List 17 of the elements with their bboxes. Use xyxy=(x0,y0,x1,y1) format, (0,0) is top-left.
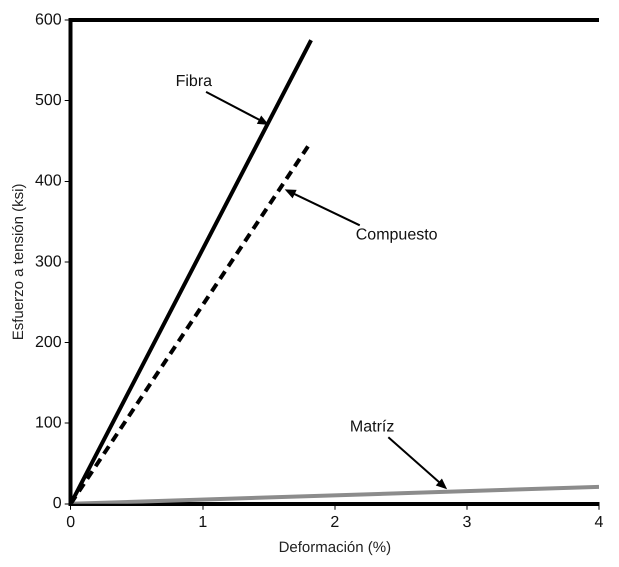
x-tick-label: 0 xyxy=(66,514,76,531)
x-tick-label: 1 xyxy=(198,514,208,531)
x-axis-title: Deformación (%) xyxy=(278,539,392,556)
x-tick-label: 4 xyxy=(594,514,604,531)
annotation: Fibra xyxy=(176,73,212,90)
y-tick-label: 300 xyxy=(34,253,62,270)
x-tick-label: 3 xyxy=(462,514,472,531)
x-tick-label: 2 xyxy=(330,514,340,531)
annotation: Compuesto xyxy=(356,226,438,244)
y-tick-label: 0 xyxy=(52,495,62,512)
y-tick-label: 400 xyxy=(34,172,62,190)
y-tick-label: 100 xyxy=(34,414,62,432)
y-tick-label: 600 xyxy=(34,11,62,28)
y-tick-label: 500 xyxy=(34,92,62,110)
annotation: Matríz xyxy=(350,418,394,436)
y-tick-label: 200 xyxy=(34,334,62,351)
y-axis-title: Esfuerzo a tensión (ksi) xyxy=(10,184,28,340)
